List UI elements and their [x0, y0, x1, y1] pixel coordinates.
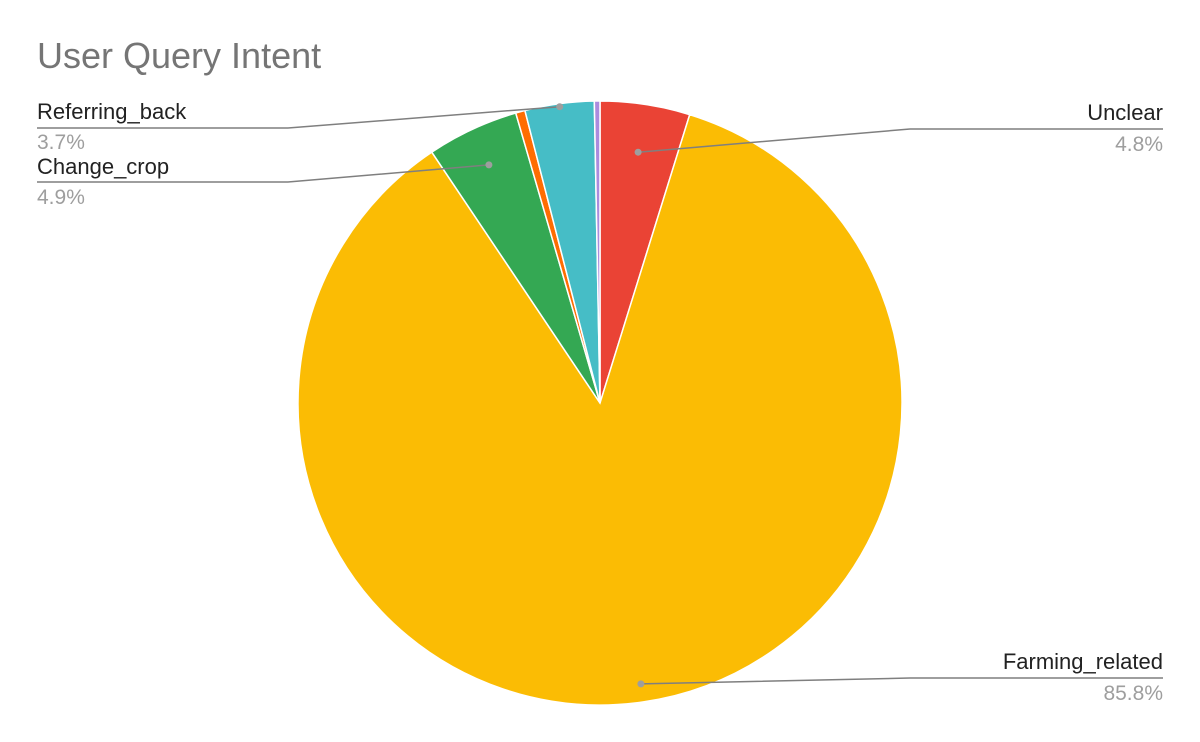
pie-slice-farming-related	[297, 113, 903, 706]
slice-percent-unclear: 4.8%	[1115, 133, 1163, 156]
callout-line-referring-back	[37, 105, 560, 129]
callout-dot-change-crop	[485, 161, 493, 169]
callout-dot-unclear	[634, 148, 642, 156]
callout-line-unclear	[638, 128, 1163, 153]
slice-percent-change-crop: 4.9%	[37, 186, 85, 209]
callout-dot-farming-related	[637, 680, 645, 688]
pie-slices	[297, 100, 903, 706]
slice-label-change-crop: Change_crop	[37, 154, 169, 179]
pie-callouts: Unclear 4.8% Farming_related 85.8% Change_cr…	[37, 99, 1163, 705]
slice-label-referring-back: Referring_back	[37, 99, 187, 124]
slice-label-unclear: Unclear	[1087, 100, 1163, 125]
slice-label-farming-related: Farming_related	[1003, 649, 1163, 674]
chart-title: User Query Intent	[37, 35, 321, 76]
pie-slice-unlabeled-5	[593, 100, 601, 404]
callout-line-farming-related	[640, 677, 1163, 685]
callout-line-change-crop	[37, 164, 489, 183]
slice-percent-referring-back: 3.7%	[37, 131, 85, 154]
slice-percent-farming-related: 85.8%	[1103, 682, 1163, 705]
callout-dot-referring-back	[556, 103, 564, 111]
